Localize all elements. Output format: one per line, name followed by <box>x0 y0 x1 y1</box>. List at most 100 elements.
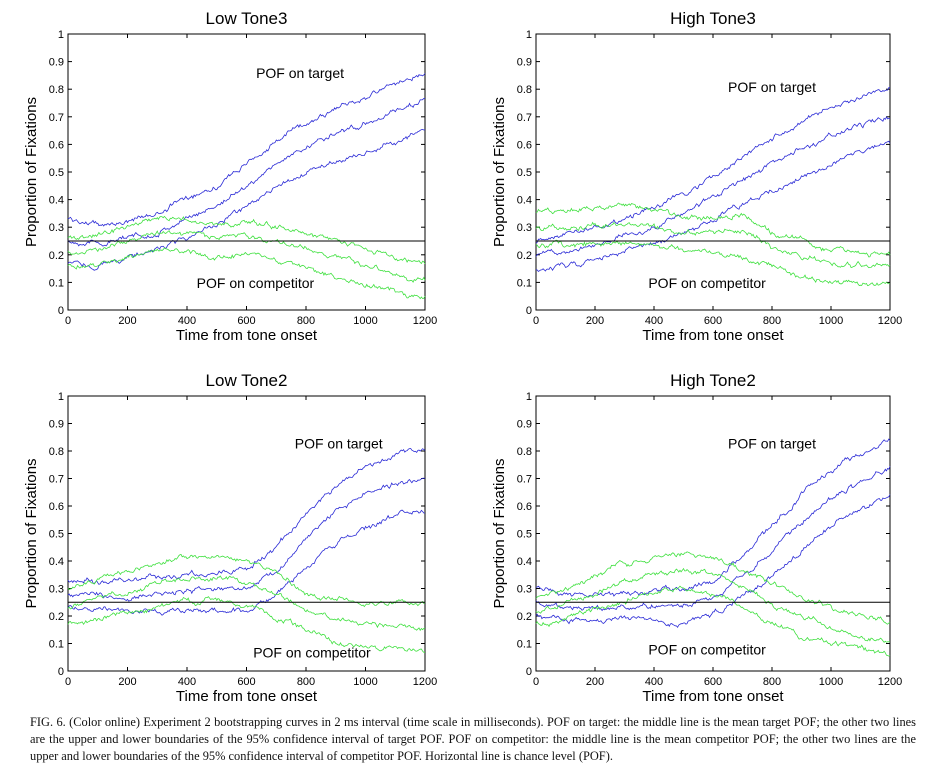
x-axis-label: Time from tone onset <box>642 688 784 705</box>
x-tick-label: 800 <box>297 315 315 327</box>
x-tick-label: 1000 <box>819 315 843 327</box>
y-tick-label: 0.7 <box>49 474 64 486</box>
chart-panel-3: Low Tone2 0 0.1 0.2 0.3 0.4 0.5 0.6 0.7 0.8 0.9 1 0 2… <box>23 371 437 705</box>
x-tick-label: 400 <box>645 315 663 327</box>
x-tick-label: 0 <box>533 676 539 688</box>
y-tick-label: 0 <box>526 666 532 678</box>
target-annotation: POF on target <box>728 79 816 95</box>
target-upper-line <box>535 438 891 598</box>
x-tick-label: 200 <box>586 676 604 688</box>
y-tick-label: 0.5 <box>517 167 532 179</box>
chart-title: Low Tone2 <box>206 371 288 390</box>
target-lower-line <box>535 494 891 629</box>
chart-title: High Tone3 <box>670 9 756 28</box>
x-tick-label: 0 <box>65 315 71 327</box>
competitor-annotation: POF on competitor <box>197 275 315 291</box>
y-tick-label: 0.2 <box>517 611 532 623</box>
competitor-lower-line <box>67 596 425 653</box>
y-tick-label: 0.8 <box>517 84 532 96</box>
competitor-upper-line <box>535 551 891 625</box>
x-tick-label: 1200 <box>413 315 437 327</box>
y-axis-label: Proportion of Fixations <box>23 97 40 247</box>
y-tick-label: 0.8 <box>49 446 64 458</box>
y-tick-label: 0 <box>58 666 64 678</box>
y-tick-label: 0.9 <box>49 57 64 69</box>
figure-canvas: Low Tone3 0 0.1 0.2 0.3 0.4 0.5 0.6 0.7 0.8 0.9 1 0 2… <box>23 9 902 705</box>
y-tick-label: 0.3 <box>49 584 64 596</box>
x-tick-label: 1200 <box>878 315 902 327</box>
chart-panel-4: High Tone200.10.20.30.40.50.60.70.80.910… <box>491 371 902 705</box>
y-tick-label: 0.8 <box>49 84 64 96</box>
competitor-upper-line <box>535 202 891 258</box>
y-tick-label: 0.5 <box>49 529 64 541</box>
competitor-mean-line <box>535 221 891 269</box>
plot-frame <box>535 395 891 672</box>
plot-frame <box>535 33 891 311</box>
target-annotation: POF on target <box>256 65 344 81</box>
y-tick-label: 0.3 <box>517 584 532 596</box>
x-axis-label: Time from tone onset <box>642 327 784 344</box>
y-tick-label: 0 <box>58 305 64 317</box>
y-tick-label: 1 <box>58 29 64 41</box>
competitor-upper-line <box>67 215 426 265</box>
y-axis-label: Proportion of Fixations <box>23 458 40 608</box>
target-upper-line <box>67 73 426 227</box>
competitor-annotation: POF on competitor <box>648 642 766 658</box>
plot-frame <box>67 33 426 311</box>
chart-panel-1: Low Tone3 0 0.1 0.2 0.3 0.4 0.5 0.6 0.7 0.8 0.9 1 0 2… <box>23 9 437 344</box>
x-tick-label: 600 <box>704 676 722 688</box>
target-lower-line <box>67 128 426 271</box>
y-axis: 0 0.1 0.2 0.3 0.4 0.5 0.6 0.7 0.8 0.9 1 <box>517 29 890 317</box>
y-tick-label: 0.1 <box>49 639 64 651</box>
x-tick-label: 1000 <box>353 315 377 327</box>
y-tick-label: 0.7 <box>517 474 532 486</box>
target-mean-line <box>535 466 891 612</box>
x-tick-label: 800 <box>763 676 781 688</box>
figure-caption: FIG. 6. (Color online) Experiment 2 boot… <box>30 715 916 763</box>
y-tick-label: 0.6 <box>517 501 532 513</box>
y-tick-label: 0.6 <box>49 501 64 513</box>
y-tick-label: 1 <box>526 391 532 403</box>
target-upper-line <box>67 448 426 585</box>
target-mean-line <box>67 477 426 602</box>
x-tick-label: 600 <box>704 315 722 327</box>
x-tick-label: 400 <box>178 676 196 688</box>
y-tick-label: 0.9 <box>49 419 64 431</box>
target-mean-line <box>67 97 426 247</box>
competitor-upper-line <box>67 554 426 608</box>
competitor-lower-line <box>535 239 891 287</box>
target-mean-line <box>535 116 891 257</box>
x-tick-label: 0 <box>65 676 71 688</box>
x-tick-label: 200 <box>118 315 136 327</box>
x-axis-label: Time from tone onset <box>176 688 318 705</box>
y-tick-label: 0.7 <box>517 112 532 124</box>
x-axis: 0 200 400 600 800 1000 1200 <box>65 34 437 327</box>
x-tick-label: 1000 <box>819 676 843 688</box>
y-tick-label: 0.2 <box>517 250 532 262</box>
y-axis: 0 0.1 0.2 0.3 0.4 0.5 0.6 0.7 0.8 0.9 1 <box>49 29 425 317</box>
x-axis: 0 200 400 600 800 1000 1200 <box>533 396 902 688</box>
target-annotation: POF on target <box>295 435 383 451</box>
y-tick-label: 1 <box>58 391 64 403</box>
y-tick-label: 0.4 <box>49 556 64 568</box>
chart-title: Low Tone3 <box>206 9 288 28</box>
target-lower-line <box>67 509 426 616</box>
x-tick-label: 0 <box>533 315 539 327</box>
x-tick-label: 400 <box>645 676 663 688</box>
x-tick-label: 200 <box>118 676 136 688</box>
x-tick-label: 800 <box>763 315 781 327</box>
x-tick-label: 600 <box>237 676 255 688</box>
target-annotation: POF on target <box>728 435 816 451</box>
y-axis: 0 0.1 0.2 0.3 0.4 0.5 0.6 0.7 0.8 0.9 1 <box>517 391 890 678</box>
chart-title: High Tone2 <box>670 371 756 390</box>
y-tick-label: 0.7 <box>49 112 64 124</box>
x-tick-label: 600 <box>237 315 255 327</box>
y-tick-label: 0.9 <box>517 57 532 69</box>
competitor-mean-line <box>535 567 891 643</box>
competitor-annotation: POF on competitor <box>648 275 766 291</box>
x-tick-label: 1000 <box>353 676 377 688</box>
y-tick-label: 0.3 <box>517 222 532 234</box>
y-tick-label: 0.8 <box>517 446 532 458</box>
y-tick-label: 0.1 <box>517 277 532 289</box>
y-tick-label: 0.4 <box>517 195 532 207</box>
